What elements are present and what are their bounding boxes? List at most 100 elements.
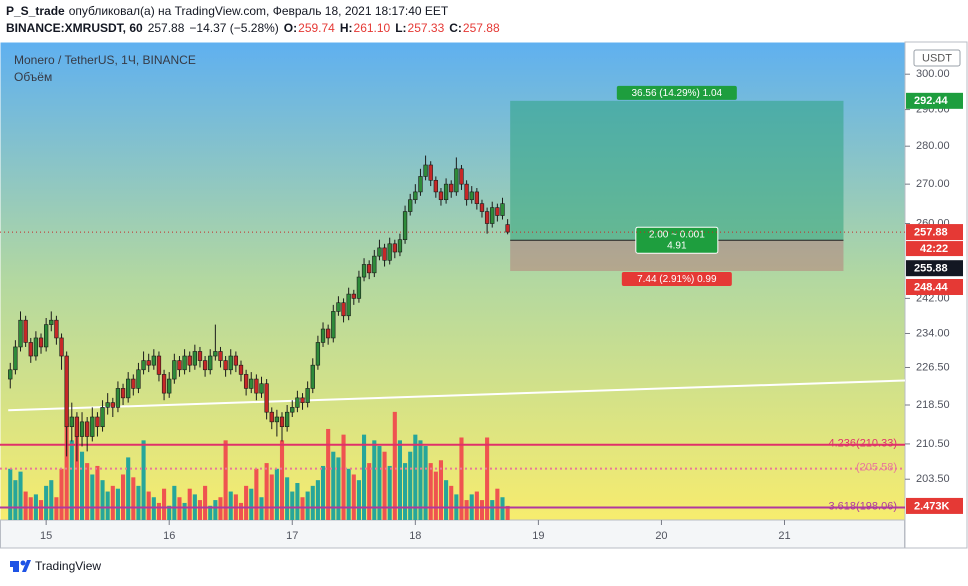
volume-bar [315, 480, 320, 520]
candle-body [223, 360, 228, 371]
candle-body [243, 374, 249, 389]
volume-bar [438, 460, 444, 520]
volume-bar [254, 468, 259, 520]
x-tick-label: 15 [40, 530, 52, 542]
candle-body [146, 360, 151, 366]
candle-body [367, 264, 372, 274]
volume-bar [505, 505, 510, 520]
candle-body [413, 191, 418, 201]
volume-bar [490, 500, 495, 520]
currency: USDT [922, 52, 952, 64]
volume-bar [408, 451, 413, 520]
volume-bar [23, 491, 28, 520]
candle-body [49, 319, 54, 325]
volume-bar [449, 485, 454, 520]
candle-body [310, 364, 315, 389]
candle-body [387, 243, 392, 261]
volume-bar [320, 465, 326, 520]
volume-bar [238, 502, 244, 520]
ohlc-key: H: [340, 21, 353, 35]
author: P_S_trade [6, 4, 65, 18]
volume-bar [310, 485, 315, 520]
ohlc-key: L: [395, 21, 406, 35]
entry-tag: 255.88 [914, 263, 948, 275]
candle-body [228, 355, 233, 371]
candle-body [187, 355, 192, 366]
candle-body [233, 355, 239, 366]
candle-body [443, 183, 449, 201]
volume-bar [213, 500, 218, 520]
y-tick-label: 234.00 [916, 327, 950, 339]
volume-bar [274, 468, 279, 520]
volume-bar [341, 434, 346, 520]
ohlc-value: 257.33 [408, 21, 445, 35]
symbol: BINANCE:XMRUSDT, 60 [6, 21, 143, 35]
volume-bar [300, 497, 305, 520]
volume-bar [90, 474, 95, 520]
candle-body [213, 351, 218, 357]
candle-body [249, 378, 254, 389]
volume-bar [8, 468, 13, 520]
volume-bar [141, 440, 146, 520]
ohlc-key: C: [449, 21, 462, 35]
stop-tag: 248.44 [914, 281, 949, 293]
volume-bar [136, 485, 141, 520]
volume-bar [249, 488, 254, 520]
candle-body [120, 388, 126, 399]
volume-bar [244, 485, 249, 520]
header-line-1: P_S_trade опубликовал(а) на TradingView.… [6, 4, 449, 18]
change: −14.37 (−5.28%) [189, 21, 278, 35]
x-tick-label: 20 [655, 530, 667, 542]
mid-label: 2.00 ~ 0.001 [649, 229, 705, 240]
fib-label: 3.618(198.06) [829, 500, 898, 512]
volume-bar [500, 497, 505, 520]
volume-bar [382, 451, 387, 520]
candle-body [264, 383, 269, 413]
footer-brand: TradingView [35, 559, 101, 573]
volume-bar [121, 474, 126, 520]
x-tick-label: 16 [163, 530, 175, 542]
volume-bar [346, 468, 351, 520]
candle-body [500, 203, 505, 216]
candle-body [90, 416, 95, 437]
volume-bar [259, 497, 264, 520]
candle-body [377, 247, 382, 257]
candle-body [397, 239, 403, 253]
volume-bar [367, 463, 372, 520]
last-price-tag: 257.88 [914, 226, 948, 238]
candle-body [131, 378, 136, 389]
volume-bar [305, 491, 310, 520]
volume-bar [269, 474, 274, 520]
candle-body [356, 276, 362, 299]
candle-body [372, 255, 377, 274]
volume-bar [433, 471, 438, 520]
candle-body [172, 360, 177, 380]
volume-bar [392, 411, 397, 520]
volume-bar [387, 465, 392, 520]
x-tick-label: 18 [409, 530, 421, 542]
volume-bar [64, 423, 69, 520]
logo [10, 560, 31, 572]
volume-bar [290, 491, 295, 520]
countdown-box [906, 241, 963, 257]
ohlc-value: 261.10 [354, 21, 391, 35]
volume-bar [495, 488, 500, 520]
candle-body [505, 224, 510, 233]
y-tick-label: 270.00 [916, 178, 950, 190]
volume-bar [203, 485, 208, 520]
candle-body [290, 407, 295, 413]
candle-body [151, 355, 156, 366]
candle-body [449, 183, 454, 193]
candle-body [74, 416, 80, 437]
candle-body [13, 346, 18, 371]
volume-bar [44, 485, 49, 520]
candle-body [202, 360, 208, 371]
volume-bar [38, 500, 44, 520]
candle-body [177, 360, 182, 371]
volume-bar [485, 437, 490, 520]
candle-body [479, 203, 485, 212]
candle-body [161, 374, 167, 394]
candle-body [284, 411, 290, 428]
entry-tag-box [906, 260, 963, 277]
